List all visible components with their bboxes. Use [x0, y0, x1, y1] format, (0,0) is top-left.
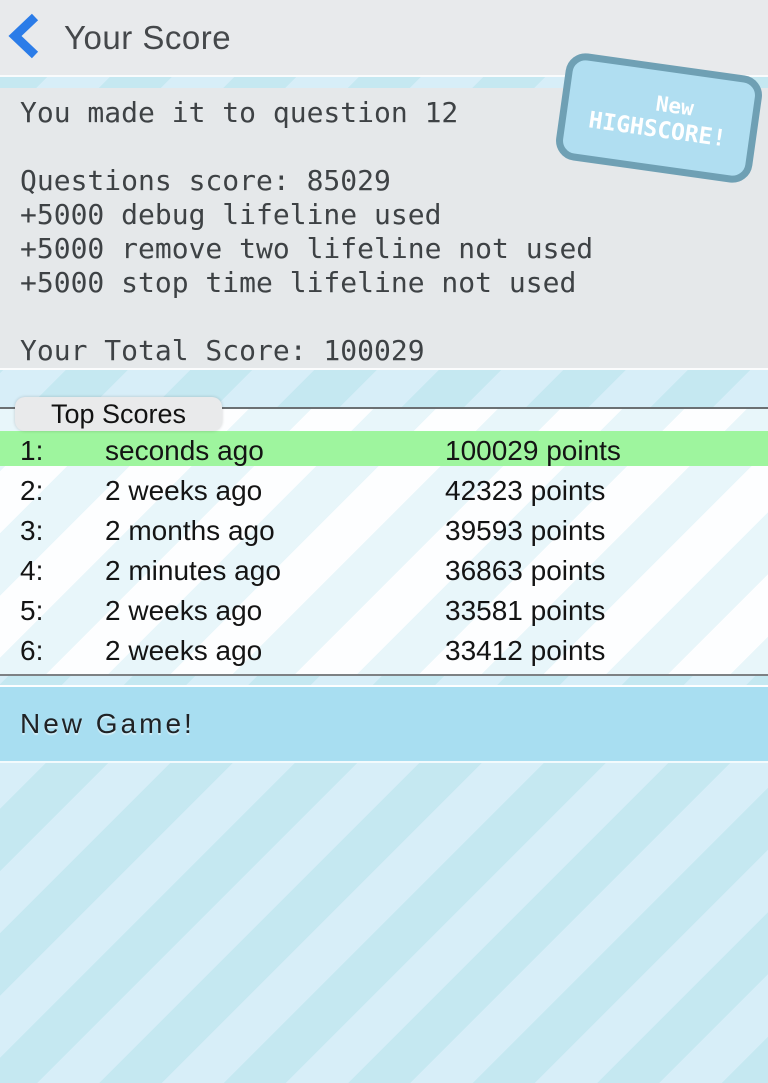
score-rank: 4: [20, 555, 44, 586]
score-row-6: 6: 2 weeks ago 33412 points [0, 631, 768, 671]
new-game-button[interactable]: New Game! [0, 685, 768, 763]
score-line-remove-two-lifeline: +5000 remove two lifeline not used [20, 232, 594, 265]
score-rank: 6: [20, 635, 44, 666]
score-points: 36863 points [445, 555, 606, 586]
score-points: 39593 points [445, 515, 606, 546]
score-time: 2 weeks ago [105, 595, 263, 626]
badge-line-new: New [654, 91, 696, 121]
score-points: 42323 points [445, 475, 606, 506]
score-rank: 2: [20, 475, 44, 506]
chevron-left-icon [8, 12, 40, 63]
back-button[interactable] [0, 0, 48, 75]
score-row-2: 2: 2 weeks ago 42323 points [0, 471, 768, 511]
top-scores-list[interactable]: 1: seconds ago 100029 points 2: 2 weeks … [0, 407, 768, 676]
score-time: seconds ago [105, 435, 264, 466]
score-summary-panel: You made it to question 12 Questions sco… [0, 88, 768, 370]
top-scores-tab-label: Top Scores [50, 398, 187, 429]
score-time: 2 weeks ago [105, 475, 263, 506]
score-row-3: 3: 2 months ago 39593 points [0, 511, 768, 551]
score-rank: 1: [20, 435, 44, 466]
score-line-total-score: Your Total Score: 100029 [20, 334, 425, 367]
score-line-question: You made it to question 12 [20, 96, 459, 129]
score-points: 100029 points [445, 435, 621, 466]
score-points: 33412 points [445, 635, 606, 666]
page-title: Your Score [64, 18, 232, 56]
score-points: 33581 points [445, 595, 606, 626]
score-rank: 3: [20, 515, 44, 546]
score-row-4: 4: 2 minutes ago 36863 points [0, 551, 768, 591]
score-line-stop-time-lifeline: +5000 stop time lifeline not used [20, 266, 577, 299]
score-line-debug-lifeline: +5000 debug lifeline used [20, 198, 442, 231]
top-scores-tab[interactable]: Top Scores [15, 397, 222, 431]
score-row-5: 5: 2 weeks ago 33581 points [0, 591, 768, 631]
header: Your Score [0, 0, 768, 77]
score-time: 2 months ago [105, 515, 275, 546]
score-row-1: 1: seconds ago 100029 points [0, 431, 768, 471]
score-line-blank2 [20, 300, 768, 334]
score-time: 2 weeks ago [105, 635, 263, 666]
score-rank: 5: [20, 595, 44, 626]
score-time: 2 minutes ago [105, 555, 281, 586]
score-line-questions-score: Questions score: 85029 [20, 164, 391, 197]
